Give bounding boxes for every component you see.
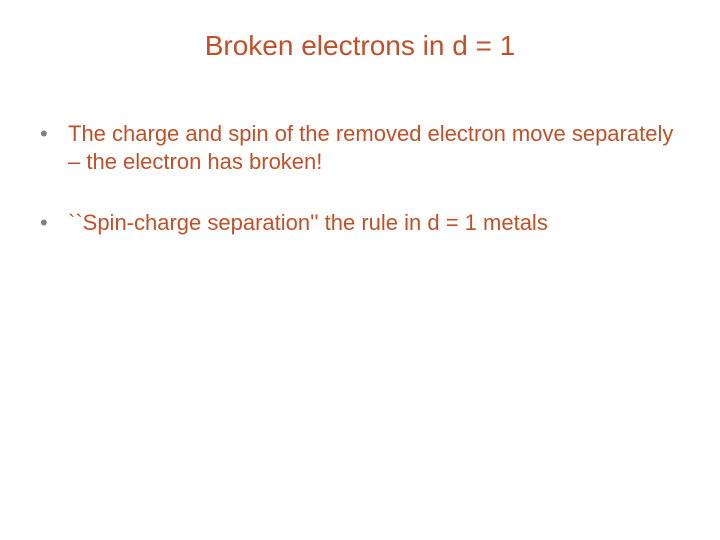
slide-title: Broken electrons in d = 1 xyxy=(0,30,720,62)
bullet-list: • The charge and spin of the removed ele… xyxy=(40,120,680,271)
bullet-marker-icon: • xyxy=(40,120,68,175)
slide: Broken electrons in d = 1 • The charge a… xyxy=(0,0,720,540)
bullet-marker-icon: • xyxy=(40,209,68,237)
bullet-text: ``Spin-charge separation'' the rule in d… xyxy=(68,209,680,237)
list-item: • ``Spin-charge separation'' the rule in… xyxy=(40,209,680,237)
list-item: • The charge and spin of the removed ele… xyxy=(40,120,680,175)
bullet-text: The charge and spin of the removed elect… xyxy=(68,120,680,175)
